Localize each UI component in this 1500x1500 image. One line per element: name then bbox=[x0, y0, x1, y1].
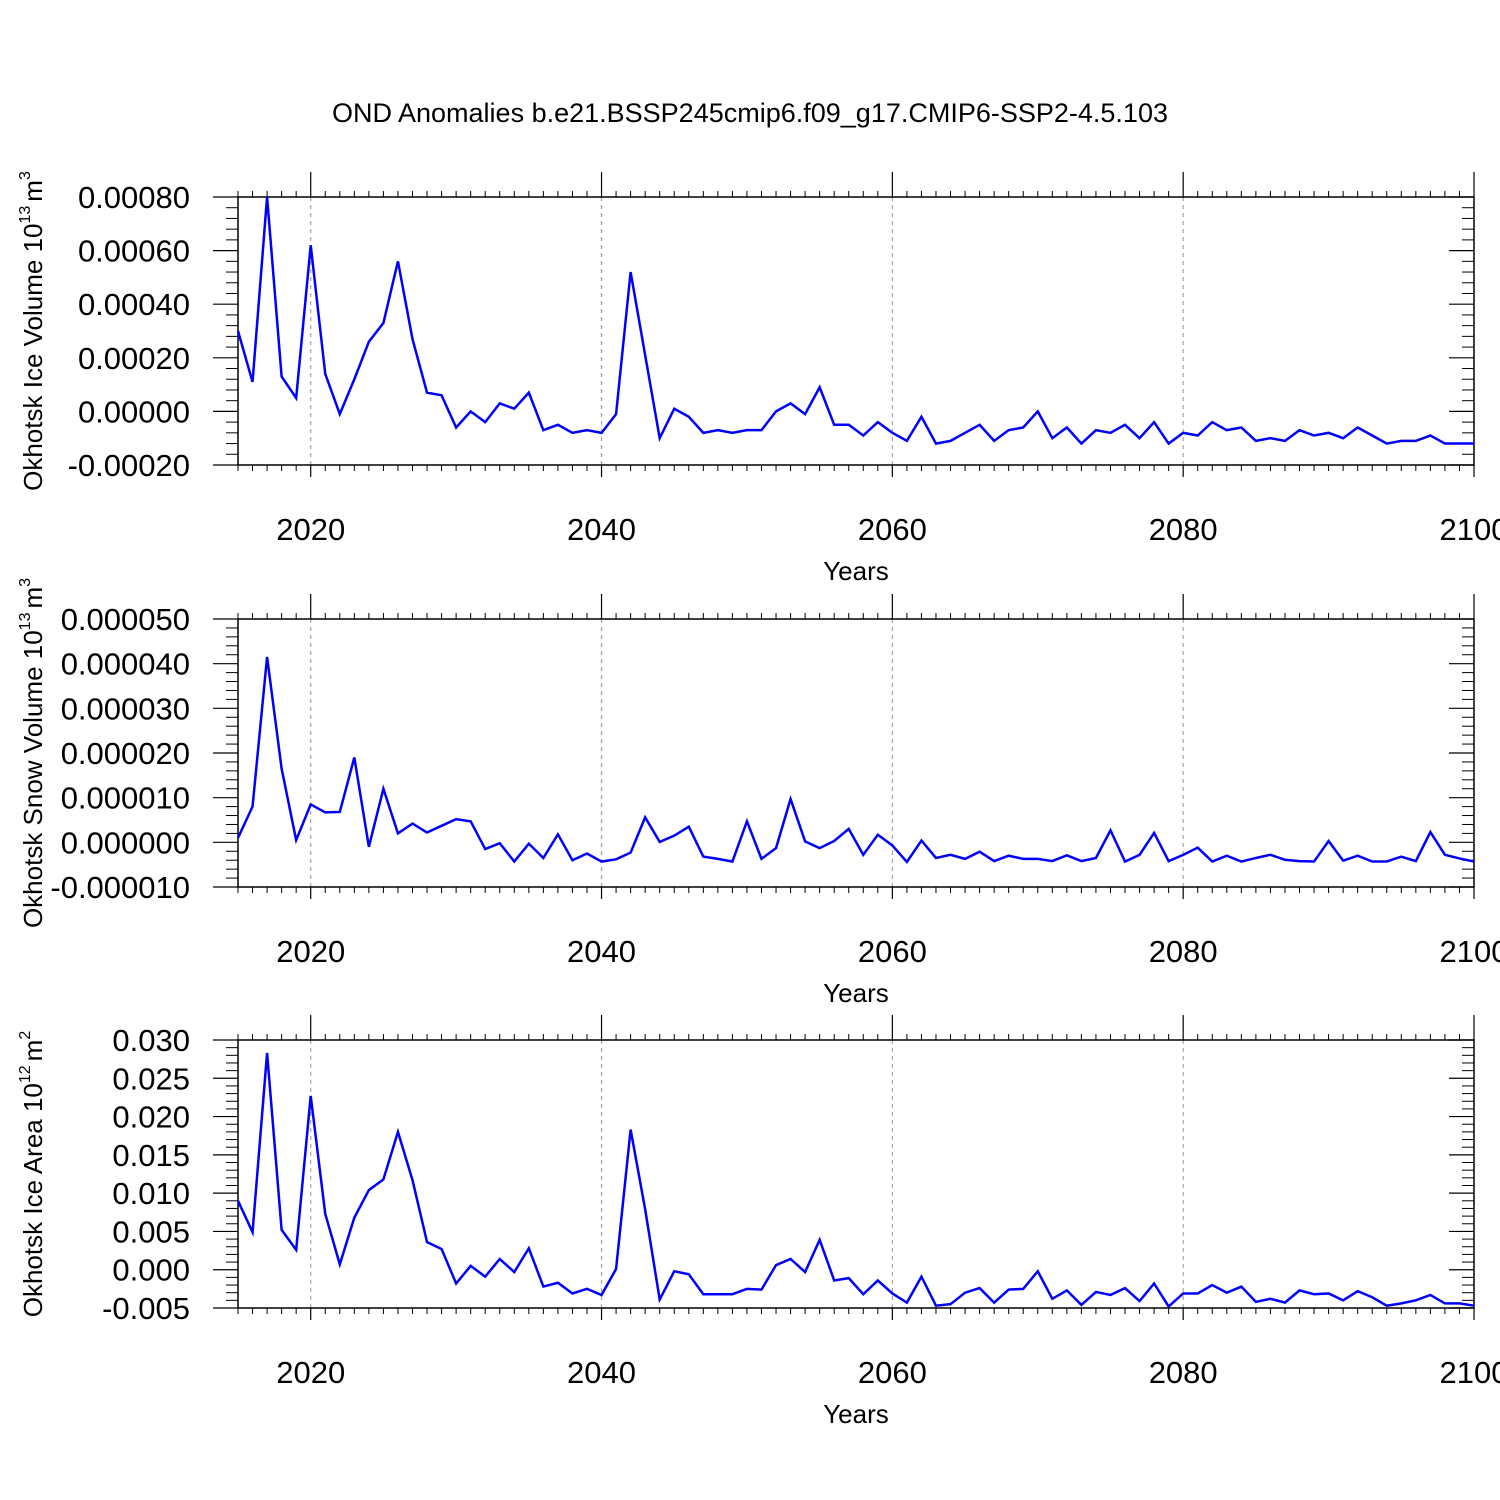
x-tick-label: 2040 bbox=[567, 512, 636, 547]
x-tick-label: 2100 bbox=[1440, 934, 1500, 969]
y-axis-label-exponent: 13 bbox=[17, 612, 34, 630]
figure-title: OND Anomalies b.e21.BSSP245cmip6.f09_g17… bbox=[332, 98, 1168, 128]
y-tick-label: 0.005 bbox=[112, 1214, 190, 1249]
y-tick-label: 0.00000 bbox=[78, 394, 190, 429]
y-tick-label: 0.000050 bbox=[61, 602, 190, 637]
x-tick-label: 2100 bbox=[1440, 512, 1500, 547]
x-tick-label: 2100 bbox=[1440, 1355, 1500, 1390]
y-axis-label-unit-exponent: 2 bbox=[17, 1031, 34, 1040]
x-tick-label: 2080 bbox=[1149, 1355, 1218, 1390]
plot-frame bbox=[237, 196, 1475, 466]
y-tick-label: 0.00020 bbox=[78, 341, 190, 376]
series-line bbox=[236, 656, 1475, 865]
y-tick-label: -0.000010 bbox=[50, 870, 190, 905]
x-axis-label: Years bbox=[823, 556, 889, 586]
y-tick-label: 0.00040 bbox=[78, 287, 190, 322]
y-tick-label: 0.00060 bbox=[78, 234, 190, 269]
y-tick-label: 0.015 bbox=[112, 1138, 190, 1173]
y-axis-label: Okhotsk Ice Volume 1013 m3 bbox=[17, 171, 48, 491]
y-axis-label-exponent: 13 bbox=[17, 206, 34, 224]
y-tick-label: -0.005 bbox=[102, 1291, 190, 1326]
y-tick-label: 0.00080 bbox=[78, 180, 190, 215]
x-tick-label: 2020 bbox=[276, 512, 345, 547]
y-tick-label: 0.000010 bbox=[61, 781, 190, 816]
y-axis-label-unit-exponent: 3 bbox=[17, 578, 34, 587]
y-axis-label-unit: m bbox=[18, 587, 48, 609]
x-tick-label: 2060 bbox=[858, 934, 927, 969]
chart-panel-2: 0.000050 0.000040 0.000030 0.000020 0.000010… bbox=[17, 578, 1500, 1008]
x-tick-label: 2060 bbox=[858, 512, 927, 547]
y-tick-label: 0.000 bbox=[112, 1253, 190, 1288]
x-tick-label: 2060 bbox=[858, 1355, 927, 1390]
x-tick-label: 2080 bbox=[1149, 934, 1218, 969]
y-tick-label: 0.025 bbox=[112, 1061, 190, 1096]
y-tick-label: 0.000040 bbox=[61, 647, 190, 682]
y-tick-label: 0.000030 bbox=[61, 691, 190, 726]
y-tick-label: -0.00020 bbox=[68, 448, 190, 483]
series-line bbox=[236, 196, 1474, 446]
y-tick-label: 0.000020 bbox=[61, 736, 190, 771]
y-axis-label-unit: m bbox=[18, 180, 48, 202]
y-axis-label-text: Okhotsk Ice Volume 10 bbox=[18, 224, 48, 491]
x-tick-label: 2040 bbox=[567, 1355, 636, 1390]
y-axis-label-unit: m bbox=[18, 1040, 48, 1062]
x-axis-label: Years bbox=[823, 978, 889, 1008]
y-tick-label: 0.010 bbox=[112, 1176, 190, 1211]
y-axis-label-text: Okhotsk Snow Volume 10 bbox=[18, 630, 48, 928]
x-tick-label: 2020 bbox=[276, 1355, 345, 1390]
y-axis-label-unit-exponent: 3 bbox=[17, 171, 34, 180]
y-axis-label: Okhotsk Snow Volume 1013 m3 bbox=[17, 578, 48, 928]
x-tick-label: 2080 bbox=[1149, 512, 1218, 547]
x-axis-label: Years bbox=[823, 1399, 889, 1429]
series-line bbox=[236, 1052, 1475, 1309]
y-tick-label: 0.020 bbox=[112, 1100, 190, 1135]
plot-frame bbox=[237, 618, 1475, 888]
y-axis-label: Okhotsk Ice Area 1012 m2 bbox=[17, 1031, 48, 1318]
y-tick-label: 0.000000 bbox=[61, 825, 190, 860]
y-axis-label-text: Okhotsk Ice Area 10 bbox=[18, 1083, 48, 1317]
x-tick-label: 2020 bbox=[276, 934, 345, 969]
y-tick-label: 0.030 bbox=[112, 1023, 190, 1058]
panels: 0.00080 0.00060 0.00040 0.00020 0.00000 -0.00… bbox=[17, 171, 1500, 1429]
plot-frame bbox=[237, 1039, 1475, 1309]
x-tick-label: 2040 bbox=[567, 934, 636, 969]
chart-panel-1: 0.00080 0.00060 0.00040 0.00020 0.00000 -0.00… bbox=[17, 171, 1500, 586]
y-axis-label-exponent: 12 bbox=[17, 1065, 34, 1083]
